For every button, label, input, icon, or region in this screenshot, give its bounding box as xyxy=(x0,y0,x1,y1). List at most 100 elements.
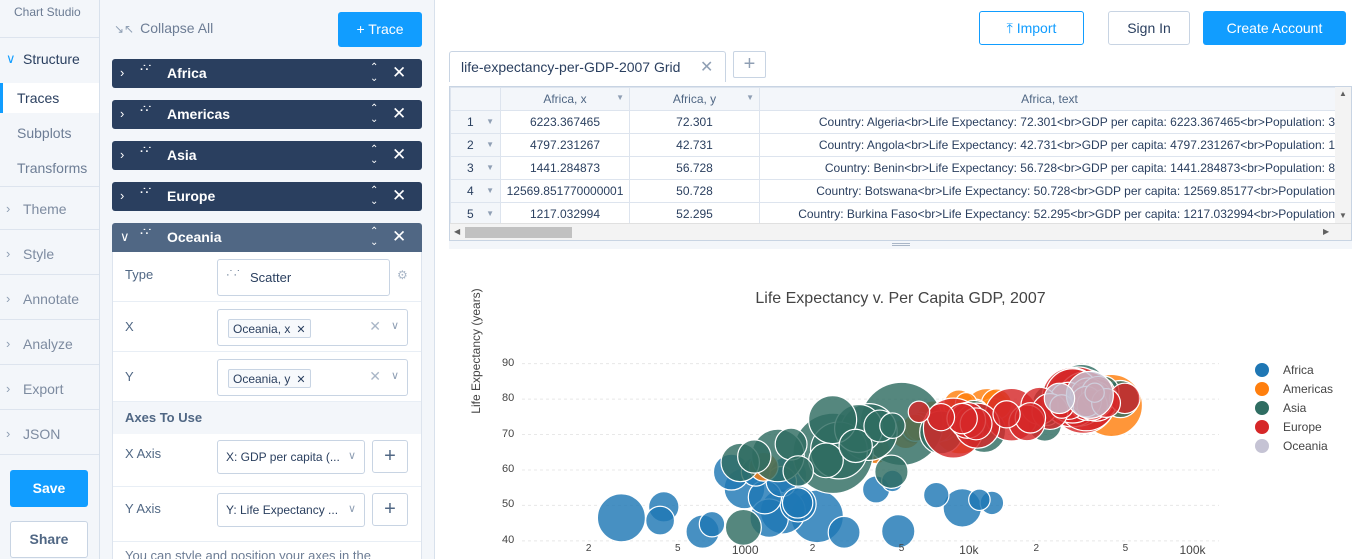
close-icon[interactable]: ✕ xyxy=(392,104,407,123)
data-point[interactable] xyxy=(874,454,909,489)
add-trace-button[interactable]: + Trace xyxy=(338,12,422,47)
data-point[interactable] xyxy=(774,427,808,461)
row-number[interactable]: 3 ▼ xyxy=(450,156,501,180)
x-data-selector[interactable]: Oceania, x ✕ ✕ ∨ xyxy=(217,309,408,346)
trace-folder-asia[interactable]: › ·˙·˙ Asia ⌃ ⌄ ✕ xyxy=(112,141,422,170)
nav-item-transforms[interactable]: Transforms xyxy=(0,153,99,183)
nav-section-export[interactable]: › Export xyxy=(0,374,99,404)
trace-folder-americas[interactable]: › ·˙·˙ Americas ⌃ ⌄ ✕ xyxy=(112,100,422,129)
collapse-all-button[interactable]: ↘↖ Collapse All xyxy=(114,20,213,36)
scroll-thumb[interactable] xyxy=(465,227,572,238)
legend-item-asia[interactable]: Asia xyxy=(1255,400,1345,418)
data-point[interactable] xyxy=(992,400,1021,429)
y-axis-dropdown[interactable]: Y: Life Expectancy ... ∨ xyxy=(217,493,365,527)
nav-section-style[interactable]: › Style xyxy=(0,239,99,269)
close-icon[interactable]: ✕ xyxy=(392,145,407,164)
scroll-up-icon[interactable]: ▲ xyxy=(1339,89,1347,98)
reorder-icon[interactable]: ⌃ ⌄ xyxy=(370,103,379,125)
grid-cell[interactable]: 72.301 xyxy=(629,110,760,134)
reorder-icon[interactable]: ⌃ ⌄ xyxy=(370,62,379,84)
remove-icon[interactable]: ✕ xyxy=(296,374,306,386)
legend-item-europe[interactable]: Europe xyxy=(1255,419,1345,437)
data-point[interactable] xyxy=(922,481,950,509)
scatter-plot[interactable] xyxy=(449,255,1352,559)
nav-section-analyze[interactable]: › Analyze xyxy=(0,329,99,359)
close-icon[interactable]: ✕ xyxy=(392,227,407,246)
row-number[interactable]: 2 ▼ xyxy=(450,133,501,157)
add-x-axis-button[interactable]: + xyxy=(372,440,408,473)
add-y-axis-button[interactable]: + xyxy=(372,493,408,526)
trace-folder-europe[interactable]: › ·˙·˙ Europe ⌃ ⌄ ✕ xyxy=(112,182,422,211)
import-button[interactable]: ⤒ Import xyxy=(979,11,1084,45)
nav-section-theme[interactable]: › Theme xyxy=(0,194,99,224)
scroll-right-icon[interactable]: ▶ xyxy=(1323,227,1330,236)
grid-cell[interactable]: 50.728 xyxy=(629,179,760,203)
data-point[interactable] xyxy=(781,487,814,519)
grid-cell[interactable]: 1441.284873 xyxy=(500,156,630,180)
grid-cell[interactable]: 56.728 xyxy=(629,156,760,180)
add-grid-button[interactable]: + xyxy=(733,51,766,78)
row-number[interactable]: 1 ▼ xyxy=(450,110,501,134)
legend-item-oceania[interactable]: Oceania xyxy=(1255,438,1345,456)
trace-type-selector[interactable]: ·˙·˙ Scatter xyxy=(217,259,390,296)
legend-item-africa[interactable]: Africa xyxy=(1255,362,1345,380)
clear-icon[interactable]: ✕ xyxy=(369,318,381,334)
data-point[interactable] xyxy=(698,510,726,538)
grid-cell[interactable]: Country: Benin<br>Life Expectancy: 56.72… xyxy=(759,156,1340,180)
data-point[interactable] xyxy=(1043,382,1076,415)
gear-icon[interactable]: ⚙ xyxy=(397,268,408,282)
trace-folder-africa[interactable]: › ·˙·˙ Africa ⌃ ⌄ ✕ xyxy=(112,59,422,88)
reorder-icon[interactable]: ⌃ ⌄ xyxy=(370,185,379,207)
horizontal-scrollbar[interactable]: ◀ ▶ xyxy=(450,223,1351,240)
pane-splitter[interactable] xyxy=(449,241,1352,249)
trace-folder-oceania[interactable]: ∨ ·˙·˙ Oceania ⌃ ⌄ ✕ xyxy=(112,223,422,252)
sign-in-button[interactable]: Sign In xyxy=(1108,11,1190,45)
close-icon[interactable]: ✕ xyxy=(392,63,407,82)
reorder-icon[interactable]: ⌃ ⌄ xyxy=(370,144,379,166)
grid-cell[interactable]: 42.731 xyxy=(629,133,760,157)
grid-cell[interactable]: 6223.367465 xyxy=(500,110,630,134)
data-point[interactable] xyxy=(907,400,931,424)
legend-item-americas[interactable]: Americas xyxy=(1255,381,1345,399)
save-button[interactable]: Save xyxy=(10,470,88,507)
data-point[interactable] xyxy=(737,439,772,474)
x-axis-dropdown[interactable]: X: GDP per capita (... ∨ xyxy=(217,440,365,474)
grid-cell[interactable]: Country: Burkina Faso<br>Life Expectancy… xyxy=(759,202,1340,226)
nav-section-json[interactable]: › JSON xyxy=(0,419,99,449)
nav-item-traces[interactable]: Traces xyxy=(0,83,99,113)
close-icon[interactable]: ✕ xyxy=(392,186,407,205)
nav-item-subplots[interactable]: Subplots xyxy=(0,118,99,148)
data-point[interactable] xyxy=(827,515,861,549)
column-header[interactable]: Africa, y ▼ xyxy=(629,87,760,111)
remove-icon[interactable]: ✕ xyxy=(296,324,306,336)
grid-cell[interactable]: 1217.032994 xyxy=(500,202,630,226)
share-button[interactable]: Share xyxy=(10,521,88,558)
data-point[interactable] xyxy=(596,493,646,543)
create-account-button[interactable]: Create Account xyxy=(1203,11,1346,45)
scroll-down-icon[interactable]: ▼ xyxy=(1339,211,1347,220)
y-data-selector[interactable]: Oceania, y ✕ ✕ ∨ xyxy=(217,359,408,396)
data-point[interactable] xyxy=(926,402,956,432)
grid-cell[interactable]: 12569.851770000001 xyxy=(500,179,630,203)
grid-cell[interactable]: 4797.231267 xyxy=(500,133,630,157)
grid-cell[interactable]: Country: Algeria<br>Life Expectancy: 72.… xyxy=(759,110,1340,134)
data-point[interactable] xyxy=(838,428,873,464)
grid-cell[interactable]: Country: Botswana<br>Life Expectancy: 50… xyxy=(759,179,1340,203)
vertical-scrollbar[interactable]: ▲ ▼ xyxy=(1335,87,1351,223)
clear-icon[interactable]: ✕ xyxy=(369,368,381,384)
data-point[interactable] xyxy=(968,488,991,512)
data-point[interactable] xyxy=(782,455,814,487)
row-number[interactable]: 5 ▼ xyxy=(450,202,501,226)
data-point[interactable] xyxy=(808,395,858,445)
data-point[interactable] xyxy=(879,412,906,439)
column-header[interactable]: Africa, text xyxy=(759,87,1340,111)
scroll-left-icon[interactable]: ◀ xyxy=(454,227,461,236)
column-header[interactable]: Africa, x ▼ xyxy=(500,87,630,111)
drag-handle-icon[interactable] xyxy=(892,243,910,246)
grid-cell[interactable]: Country: Angola<br>Life Expectancy: 42.7… xyxy=(759,133,1340,157)
close-icon[interactable]: ✕ xyxy=(700,59,714,76)
nav-section-annotate[interactable]: › Annotate xyxy=(0,284,99,314)
data-point[interactable] xyxy=(724,508,762,546)
data-point[interactable] xyxy=(881,514,916,549)
data-point[interactable] xyxy=(645,505,676,536)
